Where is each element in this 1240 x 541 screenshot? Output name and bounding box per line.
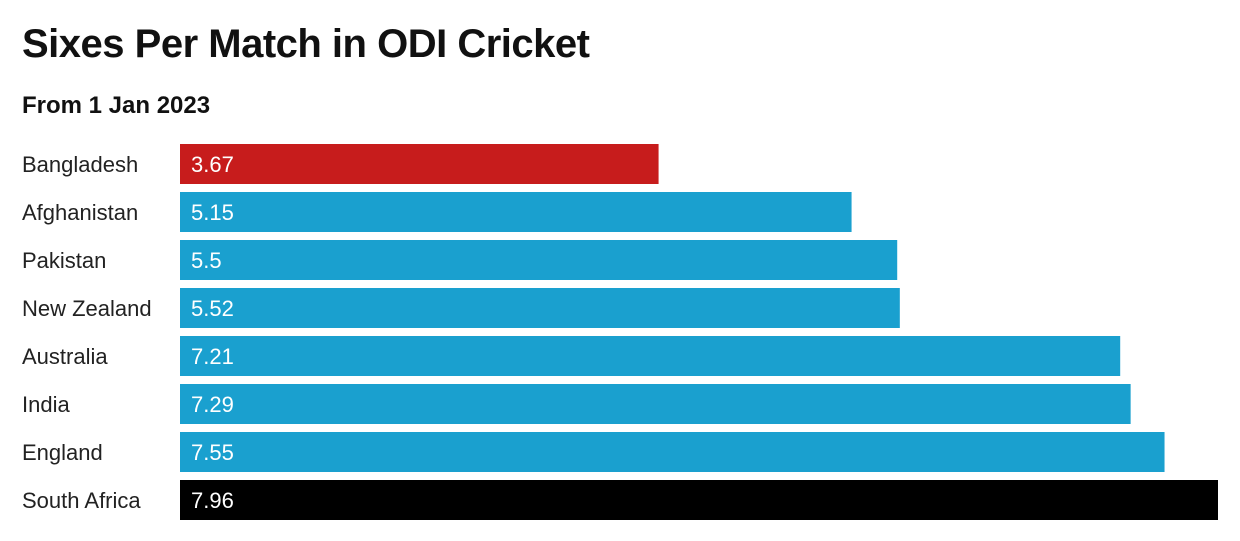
value-label-afghanistan: 5.15 xyxy=(191,200,234,225)
category-label-bangladesh: Bangladesh xyxy=(22,152,138,177)
value-label-pakistan: 5.5 xyxy=(191,248,222,273)
bar-new-zealand xyxy=(180,288,900,328)
bar-australia xyxy=(180,336,1121,376)
bar-pakistan xyxy=(180,240,898,280)
category-label-pakistan: Pakistan xyxy=(22,248,106,273)
category-label-england: England xyxy=(22,440,103,465)
bar-bangladesh xyxy=(180,144,659,184)
category-label-australia: Australia xyxy=(22,344,108,369)
value-label-india: 7.29 xyxy=(191,392,234,417)
value-label-new-zealand: 5.52 xyxy=(191,296,234,321)
bar-england xyxy=(180,432,1165,472)
bar-south-africa xyxy=(180,480,1218,520)
value-label-bangladesh: 3.67 xyxy=(191,152,234,177)
category-label-afghanistan: Afghanistan xyxy=(22,200,138,225)
bar-afghanistan xyxy=(180,192,852,232)
bar-india xyxy=(180,384,1131,424)
category-label-south-africa: South Africa xyxy=(22,488,141,513)
category-label-new-zealand: New Zealand xyxy=(22,296,152,321)
category-label-india: India xyxy=(22,392,70,417)
chart-subtitle: From 1 Jan 2023 xyxy=(22,92,211,119)
chart-title: Sixes Per Match in ODI Cricket xyxy=(22,22,590,66)
value-label-england: 7.55 xyxy=(191,440,234,465)
value-label-australia: 7.21 xyxy=(191,344,234,369)
value-label-south-africa: 7.96 xyxy=(191,488,234,513)
